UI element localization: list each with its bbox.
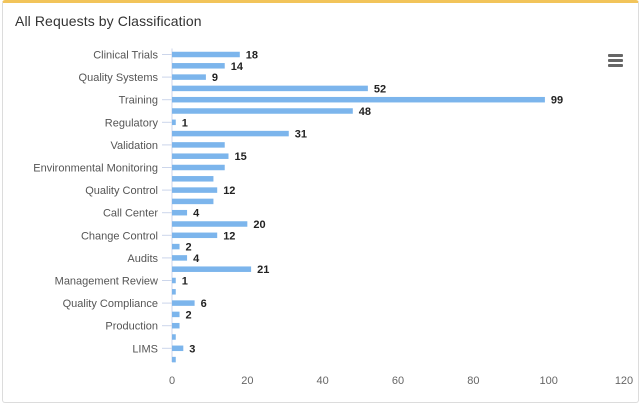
data-label: 31 xyxy=(295,129,307,141)
category-label: Quality Systems xyxy=(79,72,159,84)
bars xyxy=(172,51,545,363)
category-label: Call Center xyxy=(103,208,158,220)
data-label: 12 xyxy=(223,230,235,242)
bar[interactable] xyxy=(172,311,180,318)
data-label: 9 xyxy=(212,72,218,84)
bar[interactable] xyxy=(172,130,289,137)
data-label: 20 xyxy=(253,219,265,231)
data-label: 2 xyxy=(186,242,192,254)
data-label: 4 xyxy=(193,253,200,265)
category-label: Change Control xyxy=(81,230,158,242)
category-label: Production xyxy=(105,321,158,333)
bar[interactable] xyxy=(172,255,188,261)
x-tick-label: 100 xyxy=(539,375,557,387)
category-label: Audits xyxy=(127,253,158,265)
x-axis: 0 20 40 60 80 100 120 xyxy=(169,375,633,387)
hamburger-menu-icon[interactable] xyxy=(604,52,626,70)
bar[interactable] xyxy=(172,356,176,363)
x-tick-label: 80 xyxy=(467,375,479,387)
bar[interactable] xyxy=(172,142,225,148)
bar[interactable] xyxy=(172,232,218,239)
bar[interactable] xyxy=(172,96,545,103)
category-label: Environmental Monitoring xyxy=(33,163,158,175)
data-label: 12 xyxy=(223,185,235,197)
y-axis: Clinical Trials Quality Systems Training Re… xyxy=(33,48,173,362)
bar[interactable] xyxy=(172,108,353,114)
bar[interactable] xyxy=(172,85,368,92)
bar[interactable] xyxy=(172,176,214,182)
x-tick-label: 40 xyxy=(317,375,329,387)
bar[interactable] xyxy=(172,51,240,58)
category-label: Management Review xyxy=(55,276,158,288)
category-label: Validation xyxy=(111,140,159,152)
category-label: Quality Compliance xyxy=(63,298,158,310)
x-tick-label: 60 xyxy=(392,375,404,387)
category-label: LIMS xyxy=(132,343,158,355)
data-label: 21 xyxy=(257,264,269,276)
bar[interactable] xyxy=(172,345,184,352)
bar[interactable] xyxy=(172,153,229,159)
bar[interactable] xyxy=(172,277,176,284)
data-label: 18 xyxy=(246,50,258,62)
category-label: Regulatory xyxy=(105,117,159,129)
x-tick-label: 120 xyxy=(615,375,633,387)
bar[interactable] xyxy=(172,334,176,340)
data-label: 3 xyxy=(189,343,195,355)
data-label: 2 xyxy=(186,309,192,321)
category-label: Training xyxy=(119,95,158,107)
data-label: 14 xyxy=(231,61,244,73)
data-label: 1 xyxy=(182,117,188,129)
bar[interactable] xyxy=(172,164,225,171)
data-label: 48 xyxy=(359,106,371,118)
category-label: Clinical Trials xyxy=(93,50,158,62)
bar[interactable] xyxy=(172,266,252,272)
data-label: 4 xyxy=(193,208,200,220)
data-label: 99 xyxy=(551,95,563,107)
data-label: 15 xyxy=(235,151,247,163)
bar[interactable] xyxy=(172,209,188,216)
bar[interactable] xyxy=(172,221,248,227)
chart-title: All Requests by Classification xyxy=(15,13,202,29)
bar[interactable] xyxy=(172,322,180,329)
data-label: 52 xyxy=(374,83,386,95)
data-label: 1 xyxy=(182,276,188,288)
bar[interactable] xyxy=(172,198,214,205)
bar[interactable] xyxy=(172,74,206,80)
x-tick-label: 20 xyxy=(241,375,253,387)
bar[interactable] xyxy=(172,289,176,295)
bar[interactable] xyxy=(172,187,218,193)
bar[interactable] xyxy=(172,63,225,69)
bar[interactable] xyxy=(172,300,195,306)
category-label: Quality Control xyxy=(85,185,158,197)
bar[interactable] xyxy=(172,119,176,126)
data-label: 6 xyxy=(201,298,207,310)
x-tick-label: 0 xyxy=(169,375,175,387)
bar[interactable] xyxy=(172,243,180,250)
